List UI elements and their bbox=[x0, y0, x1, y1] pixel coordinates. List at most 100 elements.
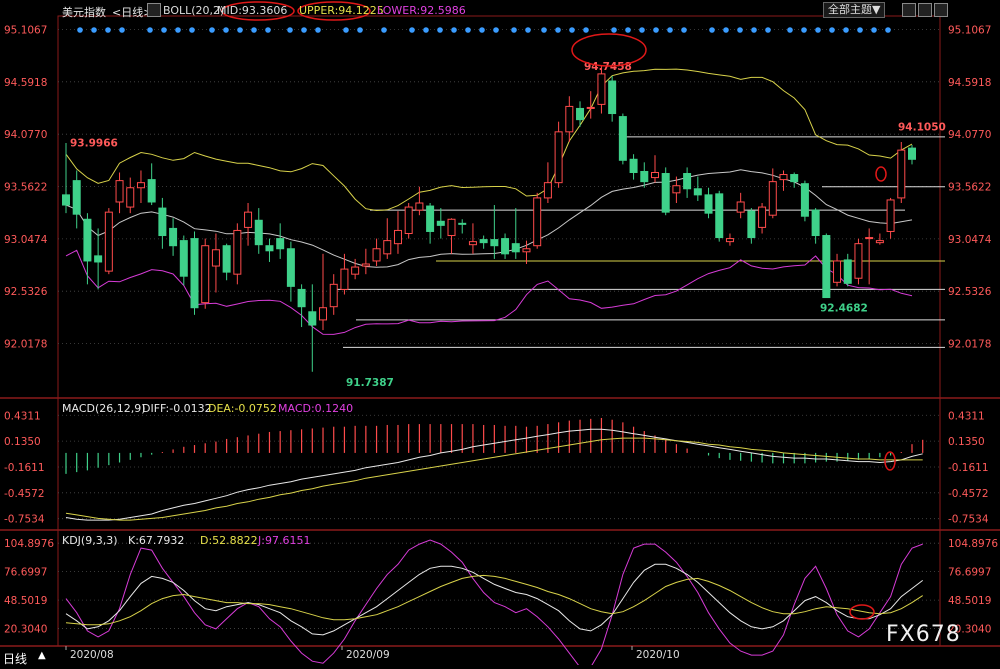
candle-up bbox=[115, 180, 124, 203]
period-label[interactable]: <日线> bbox=[112, 6, 153, 19]
candle-down bbox=[190, 238, 199, 309]
candle-down bbox=[276, 238, 285, 250]
candle-up bbox=[597, 73, 606, 105]
indicator-settings-icon[interactable] bbox=[147, 3, 161, 17]
highlight-ellipse bbox=[875, 166, 887, 182]
candle-up bbox=[586, 106, 595, 109]
candle-down bbox=[715, 193, 724, 239]
kdj-axis-tick-label-right: 104.8976 bbox=[948, 538, 998, 550]
signal-dot bbox=[301, 27, 307, 33]
signal-dot bbox=[511, 27, 517, 33]
footer-arrow-icon[interactable]: ▲ bbox=[38, 650, 46, 661]
theme-dropdown-button[interactable]: 全部主题▼ bbox=[823, 2, 886, 18]
candle-down bbox=[704, 194, 713, 214]
candle-down bbox=[286, 248, 295, 287]
signal-dot bbox=[105, 27, 111, 33]
candle-up bbox=[533, 197, 542, 247]
x-tick-label: 2020/09 bbox=[346, 649, 390, 661]
footer-period-tab[interactable]: 日线 bbox=[3, 652, 28, 666]
candle-up bbox=[565, 105, 574, 133]
kdj-k-label: K:67.7932 bbox=[128, 534, 185, 547]
plot-frame bbox=[57, 15, 941, 647]
kdj-axis-tick-label-left: 104.8976 bbox=[4, 538, 54, 550]
instrument-title: 美元指数 bbox=[62, 6, 106, 19]
price-axis-tick-label-right: 94.5918 bbox=[948, 77, 991, 89]
signal-dot bbox=[147, 27, 153, 33]
price-axis-tick-label-right: 92.0178 bbox=[948, 339, 991, 351]
boll-lower-label: LOWER:92.5986 bbox=[377, 4, 466, 17]
minimize-icon[interactable] bbox=[902, 3, 916, 17]
x-tick-label: 2020/10 bbox=[636, 649, 680, 661]
signal-dot bbox=[653, 27, 659, 33]
highlight-ellipse bbox=[884, 451, 896, 471]
candle-up bbox=[854, 243, 863, 279]
candle-up bbox=[897, 149, 906, 199]
candle-down bbox=[640, 170, 649, 183]
candle-down bbox=[490, 239, 499, 247]
price-axis-tick-label-right: 93.5622 bbox=[948, 182, 991, 194]
kdj-axis-tick-label-left: 76.6997 bbox=[4, 567, 47, 579]
candle-down bbox=[811, 209, 820, 237]
watermark-logo: FX678 bbox=[886, 622, 961, 647]
candle-up bbox=[126, 187, 135, 208]
boll-mid-label: MID:93.3606 bbox=[217, 4, 288, 17]
candle-up bbox=[383, 240, 392, 255]
boll-lower-line bbox=[65, 249, 913, 335]
candle-up bbox=[875, 240, 884, 244]
macd-dea-label: DEA:-0.0752 bbox=[208, 402, 277, 415]
signal-dot bbox=[829, 27, 835, 33]
kdj-axis-tick-label-right: 76.6997 bbox=[948, 567, 991, 579]
boll-mid-line bbox=[65, 169, 913, 268]
boll-upper-label: UPPER:94.1225 bbox=[299, 4, 384, 17]
candle-down bbox=[169, 227, 178, 247]
signal-dot bbox=[751, 27, 757, 33]
signal-dot bbox=[871, 27, 877, 33]
signal-dot bbox=[625, 27, 631, 33]
signal-dot bbox=[667, 27, 673, 33]
price-axis-tick-label-right: 93.0474 bbox=[948, 234, 992, 246]
candle-up bbox=[319, 307, 328, 321]
signal-dot bbox=[381, 27, 387, 33]
highlight-ellipse bbox=[571, 33, 647, 67]
candle-up bbox=[447, 218, 456, 237]
signal-dot bbox=[175, 27, 181, 33]
signal-dot bbox=[223, 27, 229, 33]
candle-up bbox=[468, 241, 477, 246]
price-annotation: 94.1050 bbox=[898, 121, 946, 133]
kdj-name: KDJ(9,3,3) bbox=[62, 534, 118, 547]
candle-down bbox=[94, 255, 103, 263]
candle-down bbox=[629, 158, 638, 174]
candle-up bbox=[736, 201, 745, 213]
signal-dot bbox=[479, 27, 485, 33]
price-axis-tick-label-left: 94.0770 bbox=[4, 129, 47, 141]
signal-dot bbox=[437, 27, 443, 33]
highlight-ellipse bbox=[221, 1, 295, 21]
maximize-icon[interactable] bbox=[918, 3, 932, 17]
candle-down bbox=[511, 243, 520, 253]
candle-up bbox=[768, 181, 777, 216]
candle-up bbox=[329, 283, 338, 308]
signal-dot bbox=[465, 27, 471, 33]
candle-up bbox=[672, 185, 681, 194]
signal-dot bbox=[423, 27, 429, 33]
signal-dot bbox=[287, 27, 293, 33]
candle-up bbox=[361, 263, 370, 267]
candle-up bbox=[554, 131, 563, 184]
candle-up bbox=[201, 245, 210, 304]
signal-dot bbox=[493, 27, 499, 33]
close-icon[interactable] bbox=[934, 3, 948, 17]
signal-dot bbox=[161, 27, 167, 33]
candle-up bbox=[340, 268, 349, 290]
boll-upper-line bbox=[65, 68, 913, 212]
signal-dot bbox=[737, 27, 743, 33]
candle-up bbox=[211, 249, 220, 267]
candle-up bbox=[650, 172, 659, 179]
signal-dot bbox=[251, 27, 257, 33]
candle-down bbox=[147, 179, 156, 203]
candle-down bbox=[822, 235, 831, 299]
kdj-j-line bbox=[65, 539, 923, 668]
signal-dot bbox=[77, 27, 83, 33]
signal-dot bbox=[525, 27, 531, 33]
